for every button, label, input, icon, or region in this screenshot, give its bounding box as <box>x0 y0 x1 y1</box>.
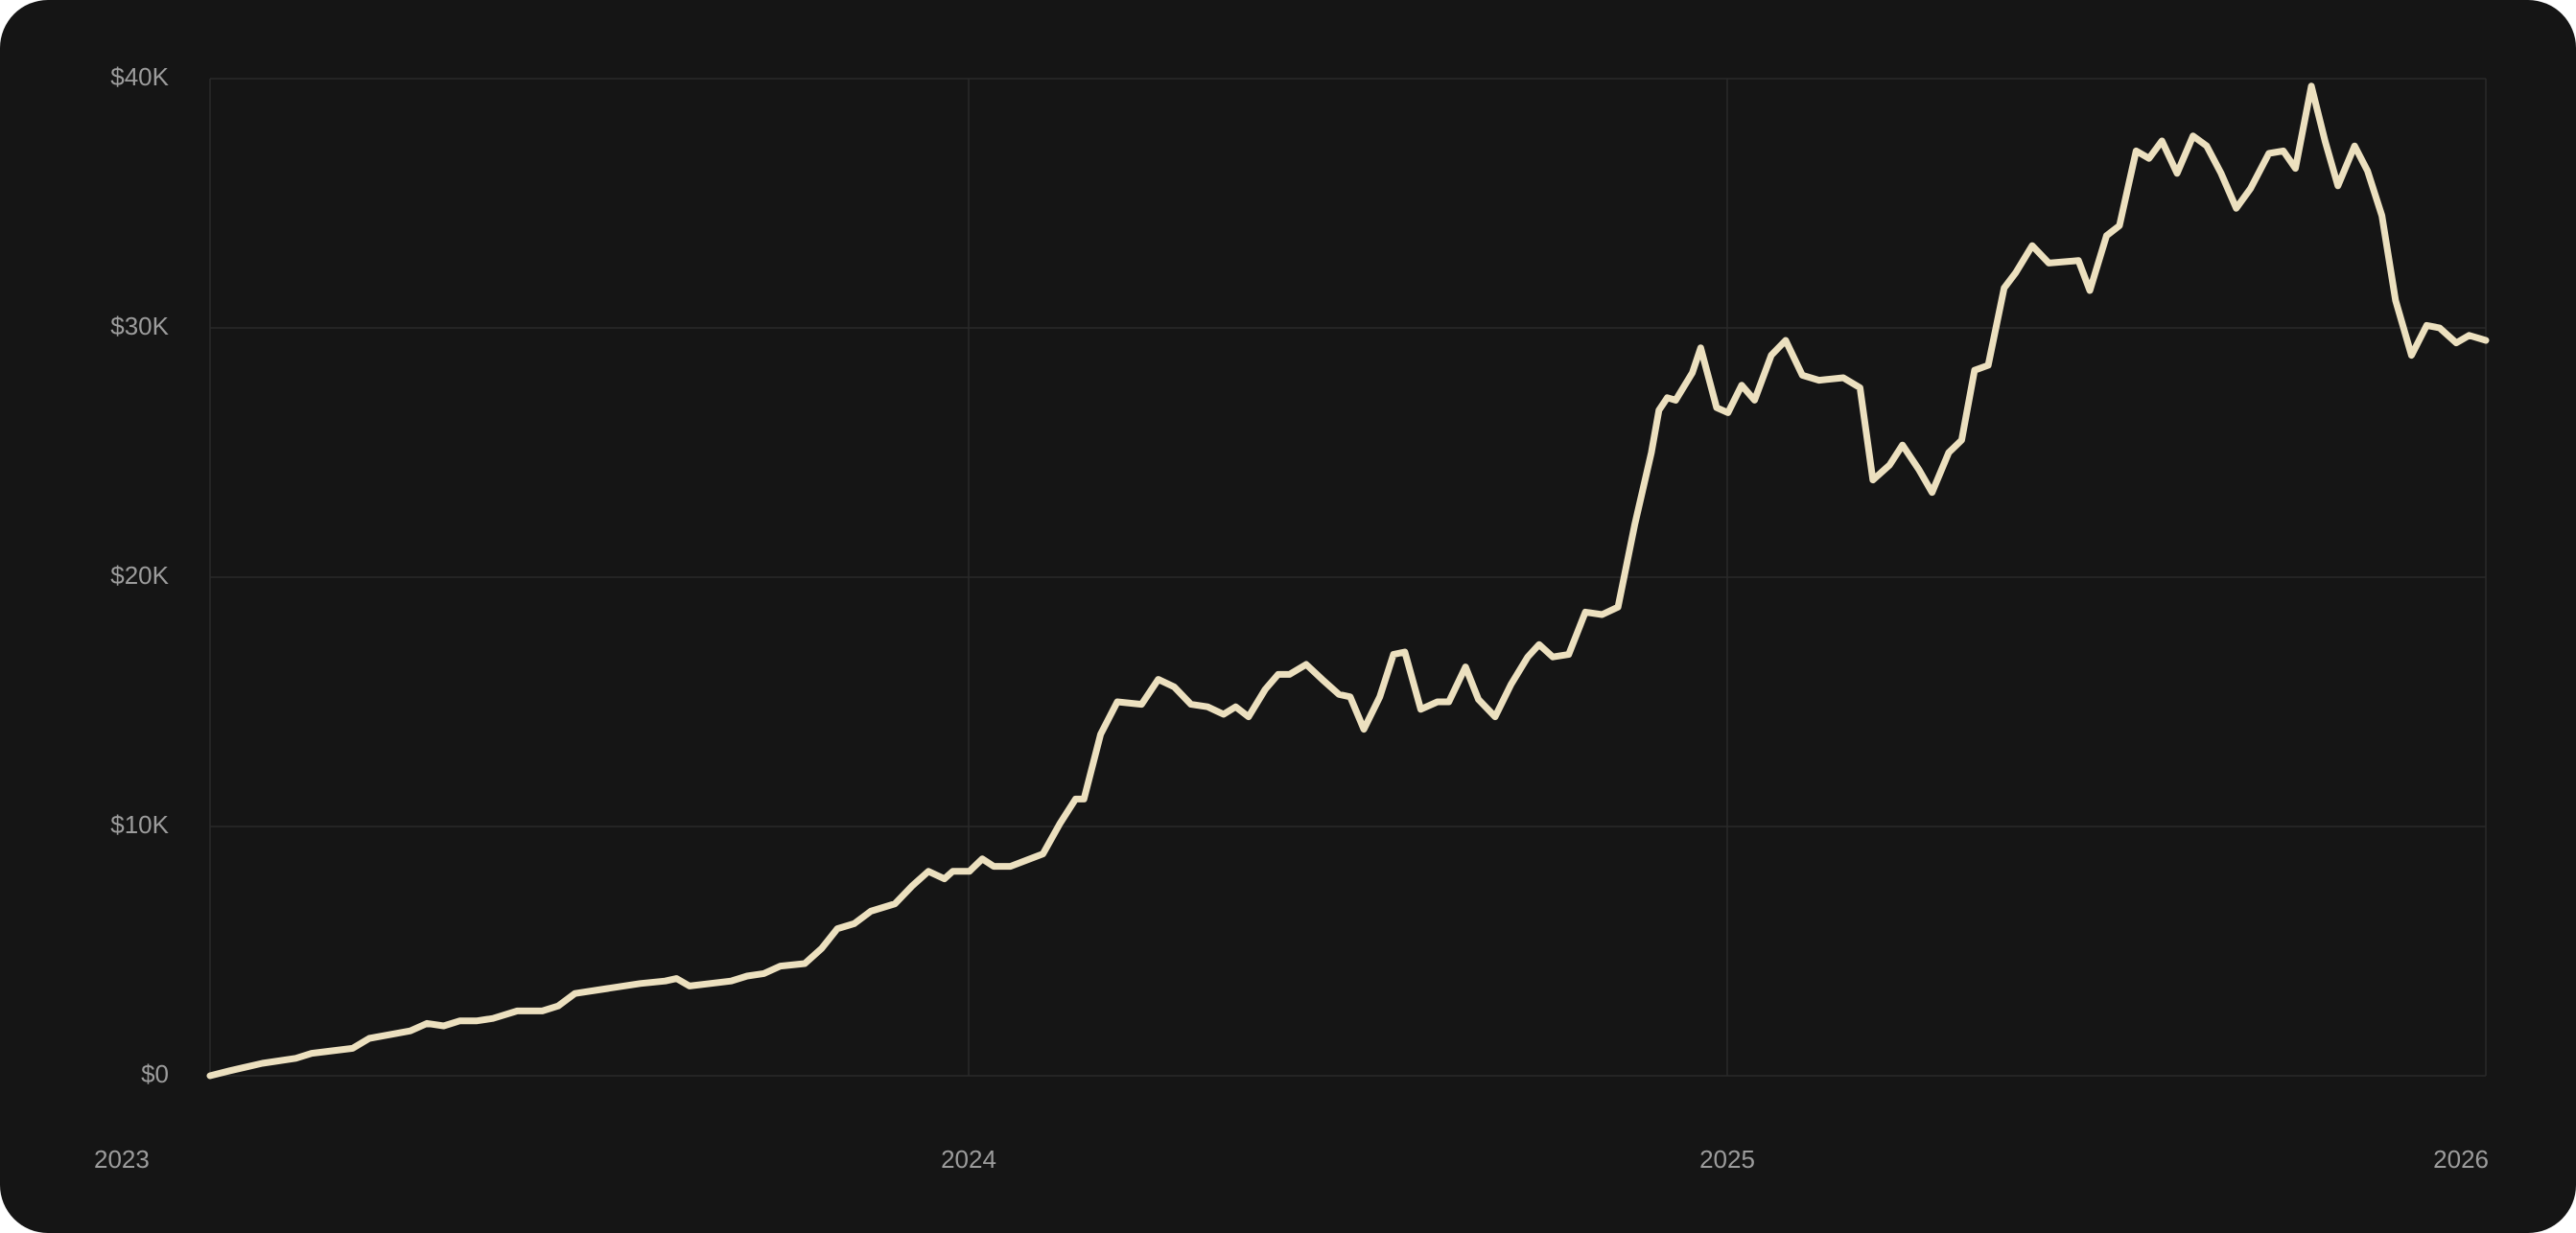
y-tick-label: $40K <box>110 62 169 91</box>
grid <box>209 78 2487 1077</box>
x-tick-label: 2024 <box>941 1145 996 1174</box>
axis-labels: $0 $10K $20K $30K $40K 2023 2024 2025 2026 <box>94 62 2489 1174</box>
x-tick-label: 2025 <box>1699 1145 1755 1174</box>
y-tick-label: $10K <box>110 810 169 839</box>
y-tick-label: $20K <box>110 561 169 590</box>
x-tick-label: 2026 <box>2433 1145 2489 1174</box>
plot-marks <box>206 82 2490 1080</box>
data-line <box>206 82 2490 1080</box>
x-tick-label: 2023 <box>94 1145 150 1174</box>
y-tick-label: $30K <box>110 312 169 340</box>
y-tick-label: $0 <box>141 1059 169 1088</box>
